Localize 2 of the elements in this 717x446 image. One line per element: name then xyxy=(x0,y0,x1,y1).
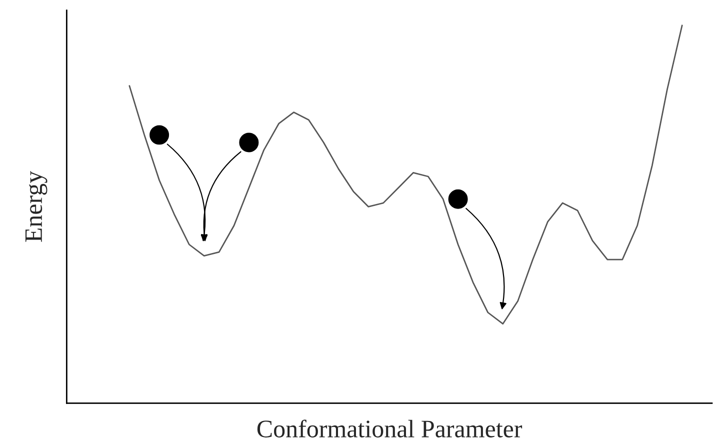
y-axis-title: Energy xyxy=(25,170,48,242)
x-axis-title: Conformational Parameter xyxy=(257,420,522,438)
